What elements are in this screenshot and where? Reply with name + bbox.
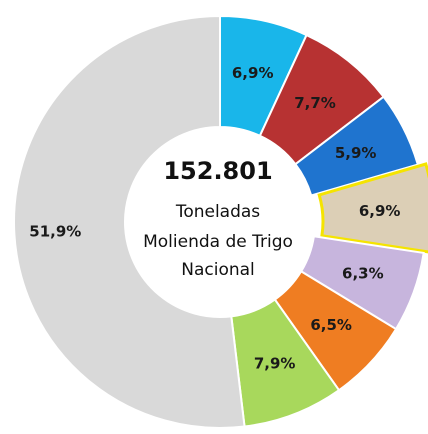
value-label: 6,9% <box>232 64 274 82</box>
value-label: 6,5% <box>310 316 352 334</box>
center-total: 152.801 <box>163 157 272 185</box>
value-label: 5,9% <box>335 144 377 162</box>
slice <box>317 162 428 254</box>
value-label: 7,7% <box>294 94 336 112</box>
center-line: Nacional <box>181 260 255 280</box>
donut-hole <box>125 127 315 317</box>
center-line: Molienda de Trigo <box>143 232 293 252</box>
value-label: 6,3% <box>342 264 384 282</box>
value-label: 51,9% <box>29 222 81 240</box>
center-line: Toneladas <box>175 202 260 222</box>
value-label: 7,9% <box>254 354 296 372</box>
value-label: 6,9% <box>359 202 401 220</box>
